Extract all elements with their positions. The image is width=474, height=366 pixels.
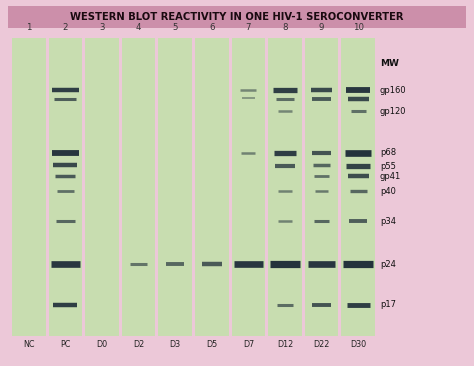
Text: p40: p40 (380, 187, 396, 196)
Text: D22: D22 (313, 340, 330, 349)
Text: PC: PC (60, 340, 71, 349)
Text: MW: MW (380, 59, 399, 68)
Bar (232, 38, 265, 336)
Text: D2: D2 (133, 340, 144, 349)
Text: 7: 7 (246, 23, 251, 32)
Text: 2: 2 (63, 23, 68, 32)
Text: 9: 9 (319, 23, 324, 32)
Text: D5: D5 (206, 340, 218, 349)
Bar (49, 38, 82, 336)
Text: p34: p34 (380, 217, 396, 226)
Bar (195, 38, 228, 336)
Text: gp120: gp120 (380, 107, 407, 116)
Text: 8: 8 (282, 23, 288, 32)
Bar (158, 38, 192, 336)
Text: p17: p17 (380, 300, 396, 309)
Text: D7: D7 (243, 340, 254, 349)
Text: gp160: gp160 (380, 86, 407, 95)
Text: NC: NC (23, 340, 35, 349)
Text: p24: p24 (380, 260, 396, 269)
Bar (341, 38, 375, 336)
Text: 4: 4 (136, 23, 141, 32)
Bar (305, 38, 338, 336)
Text: D30: D30 (350, 340, 366, 349)
Text: gp41: gp41 (380, 172, 401, 181)
Text: 10: 10 (353, 23, 364, 32)
Bar (8, 6, 466, 28)
Bar (12, 38, 46, 336)
Text: p68: p68 (380, 148, 396, 157)
Text: 3: 3 (99, 23, 105, 32)
Text: D3: D3 (170, 340, 181, 349)
Bar (122, 38, 155, 336)
Bar (268, 38, 302, 336)
Bar (85, 38, 119, 336)
Text: WESTERN BLOT REACTIVITY IN ONE HIV-1 SEROCONVERTER: WESTERN BLOT REACTIVITY IN ONE HIV-1 SER… (70, 12, 404, 22)
Text: 6: 6 (209, 23, 215, 32)
Text: 5: 5 (173, 23, 178, 32)
Text: p55: p55 (380, 162, 396, 171)
Text: D12: D12 (277, 340, 293, 349)
Text: D0: D0 (96, 340, 108, 349)
Text: 1: 1 (26, 23, 32, 32)
